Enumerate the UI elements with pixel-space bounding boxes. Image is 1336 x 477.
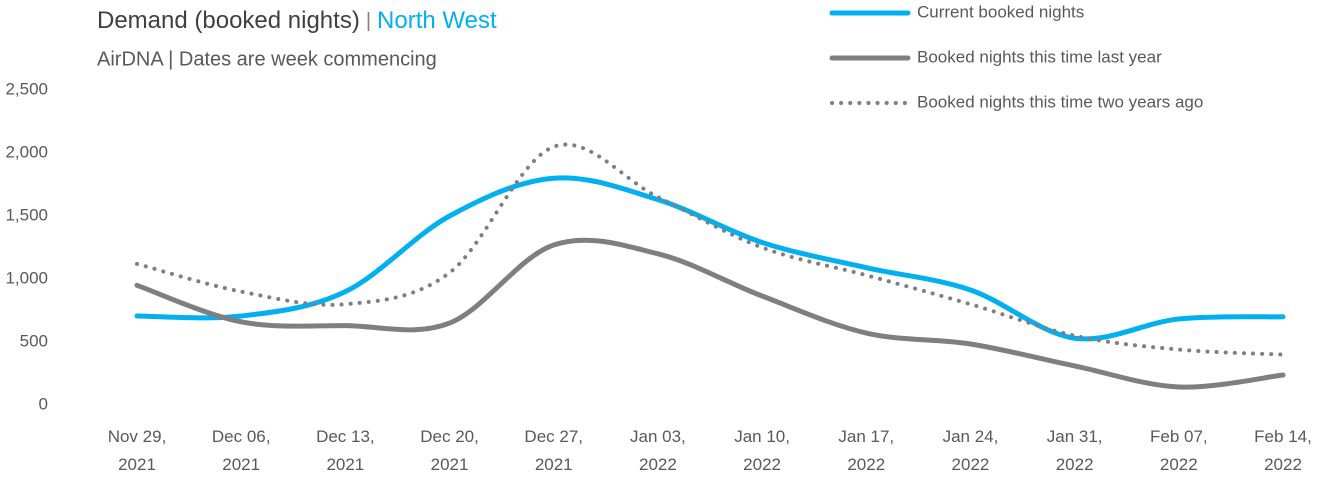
y-tick-label: 1,500 bbox=[5, 205, 48, 224]
chart-subtitle: AirDNA | Dates are week commencing bbox=[97, 48, 437, 70]
x-tick-label: Dec 13, 2021 bbox=[316, 427, 375, 474]
series-line bbox=[135, 142, 1285, 357]
series-line bbox=[134, 175, 1286, 342]
x-tick-label: Nov 29, 2021 bbox=[108, 427, 167, 474]
legend-label: Booked nights this time last year bbox=[917, 47, 1162, 66]
x-tick-label: Feb 14, 2022 bbox=[1254, 427, 1312, 474]
x-tick-label: Jan 10, 2022 bbox=[734, 427, 790, 474]
x-tick-label: Jan 31, 2022 bbox=[1047, 427, 1103, 474]
legend-label: Booked nights this time two years ago bbox=[917, 92, 1203, 111]
y-tick-label: 1,000 bbox=[5, 268, 48, 287]
chart-title: Demand (booked nights) | North West bbox=[97, 7, 497, 34]
x-tick-label: Jan 03, 2022 bbox=[630, 427, 686, 474]
series-line bbox=[134, 237, 1286, 390]
y-tick-label: 0 bbox=[39, 394, 48, 413]
x-tick-label: Jan 17, 2022 bbox=[838, 427, 894, 474]
x-tick-label: Dec 27, 2021 bbox=[524, 427, 583, 474]
x-tick-label: Dec 20, 2021 bbox=[420, 427, 479, 474]
y-tick-label: 500 bbox=[20, 331, 48, 350]
title-part: Demand (booked nights) bbox=[97, 7, 360, 34]
x-tick-label: Jan 24, 2022 bbox=[943, 427, 999, 474]
y-tick-label: 2,000 bbox=[5, 142, 48, 161]
title-part: | bbox=[366, 10, 371, 32]
title-part: North West bbox=[377, 7, 497, 34]
x-tick-label: Feb 07, 2022 bbox=[1150, 427, 1208, 474]
legend-label: Current booked nights bbox=[917, 2, 1084, 21]
x-tick-label: Dec 06, 2021 bbox=[212, 427, 271, 474]
y-tick-label: 2,500 bbox=[5, 79, 48, 98]
